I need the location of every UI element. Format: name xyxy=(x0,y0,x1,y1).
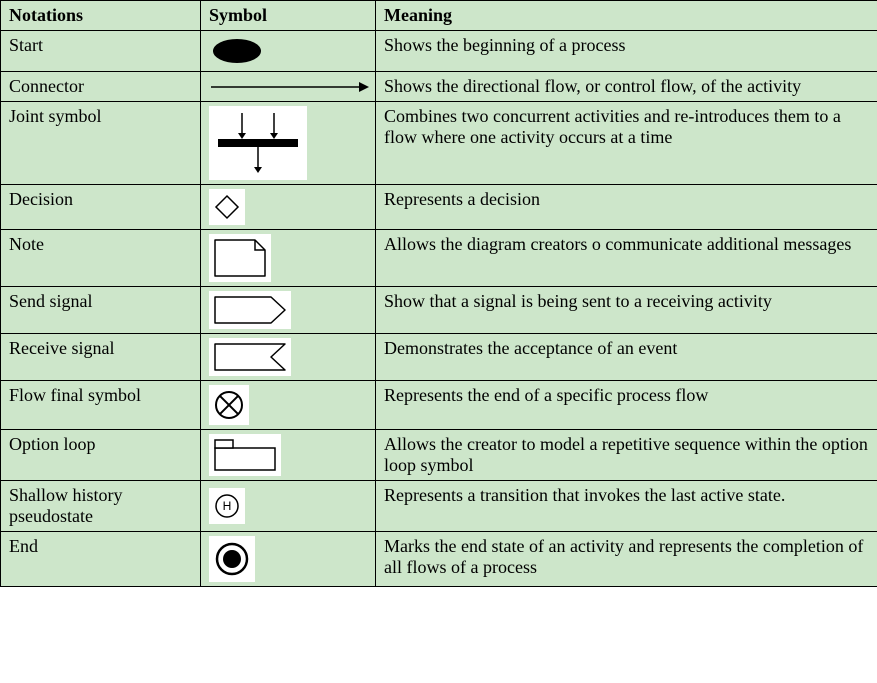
meaning-cell: Represents the end of a specific process… xyxy=(376,381,877,430)
notation-cell: Start xyxy=(1,31,201,72)
symbol-cell xyxy=(201,102,376,185)
decision-icon xyxy=(209,189,245,225)
table-row: Connector Shows the directional flow, or… xyxy=(1,72,877,102)
meaning-cell: Demonstrates the acceptance of an event xyxy=(376,334,877,381)
notation-cell: Note xyxy=(1,230,201,287)
meaning-cell: Show that a signal is being sent to a re… xyxy=(376,287,877,334)
symbol-cell: H xyxy=(201,481,376,532)
meaning-cell: Shows the directional flow, or control f… xyxy=(376,72,877,102)
notation-cell: Option loop xyxy=(1,430,201,481)
joint-icon xyxy=(209,106,307,180)
table-header-row: Notations Symbol Meaning xyxy=(1,1,877,31)
meaning-cell: Marks the end state of an activity and r… xyxy=(376,532,877,587)
notation-cell: Joint symbol xyxy=(1,102,201,185)
symbol-cell xyxy=(201,185,376,230)
notation-cell: Receive signal xyxy=(1,334,201,381)
receive-icon xyxy=(209,338,291,376)
symbol-cell xyxy=(201,72,376,102)
uml-notation-table: Notations Symbol Meaning Start Shows the … xyxy=(0,0,877,587)
symbol-cell xyxy=(201,430,376,481)
symbol-cell xyxy=(201,334,376,381)
symbol-cell xyxy=(201,287,376,334)
notation-cell: Connector xyxy=(1,72,201,102)
optionloop-icon xyxy=(209,434,281,476)
table-row: Shallow history pseudostate H Represents… xyxy=(1,481,877,532)
meaning-cell: Shows the beginning of a process xyxy=(376,31,877,72)
meaning-cell: Allows the diagram creators o communicat… xyxy=(376,230,877,287)
connector-icon xyxy=(209,77,367,97)
table-row: Option loop Allows the creator to model … xyxy=(1,430,877,481)
meaning-cell: Represents a decision xyxy=(376,185,877,230)
table-row: Receive signal Demonstrates the acceptan… xyxy=(1,334,877,381)
meaning-cell: Allows the creator to model a repetitive… xyxy=(376,430,877,481)
meaning-cell: Combines two concurrent activities and r… xyxy=(376,102,877,185)
table-row: Joint symbol Combines two concurrent act… xyxy=(1,102,877,185)
notation-cell: Decision xyxy=(1,185,201,230)
table-row: Start Shows the beginning of a process xyxy=(1,31,877,72)
notation-cell: Send signal xyxy=(1,287,201,334)
table-row: Decision Represents a decision xyxy=(1,185,877,230)
end-icon xyxy=(209,536,255,582)
col-header-symbol: Symbol xyxy=(201,1,376,31)
table-row: End Marks the end state of an activity a… xyxy=(1,532,877,587)
notation-cell: Flow final symbol xyxy=(1,381,201,430)
start-icon xyxy=(209,35,367,67)
symbol-cell xyxy=(201,532,376,587)
shallowhistory-icon: H xyxy=(209,488,245,524)
svg-text:H: H xyxy=(223,499,232,513)
send-icon xyxy=(209,291,291,329)
symbol-cell xyxy=(201,381,376,430)
symbol-cell xyxy=(201,230,376,287)
table-row: Flow final symbol Represents the end of … xyxy=(1,381,877,430)
symbol-cell xyxy=(201,31,376,72)
table-row: Note Allows the diagram creators o commu… xyxy=(1,230,877,287)
flowfinal-icon xyxy=(209,385,249,425)
col-header-meaning: Meaning xyxy=(376,1,877,31)
notation-cell: Shallow history pseudostate xyxy=(1,481,201,532)
col-header-notations: Notations xyxy=(1,1,201,31)
meaning-cell: Represents a transition that invokes the… xyxy=(376,481,877,532)
note-icon xyxy=(209,234,271,282)
table-row: Send signal Show that a signal is being … xyxy=(1,287,877,334)
notation-cell: End xyxy=(1,532,201,587)
